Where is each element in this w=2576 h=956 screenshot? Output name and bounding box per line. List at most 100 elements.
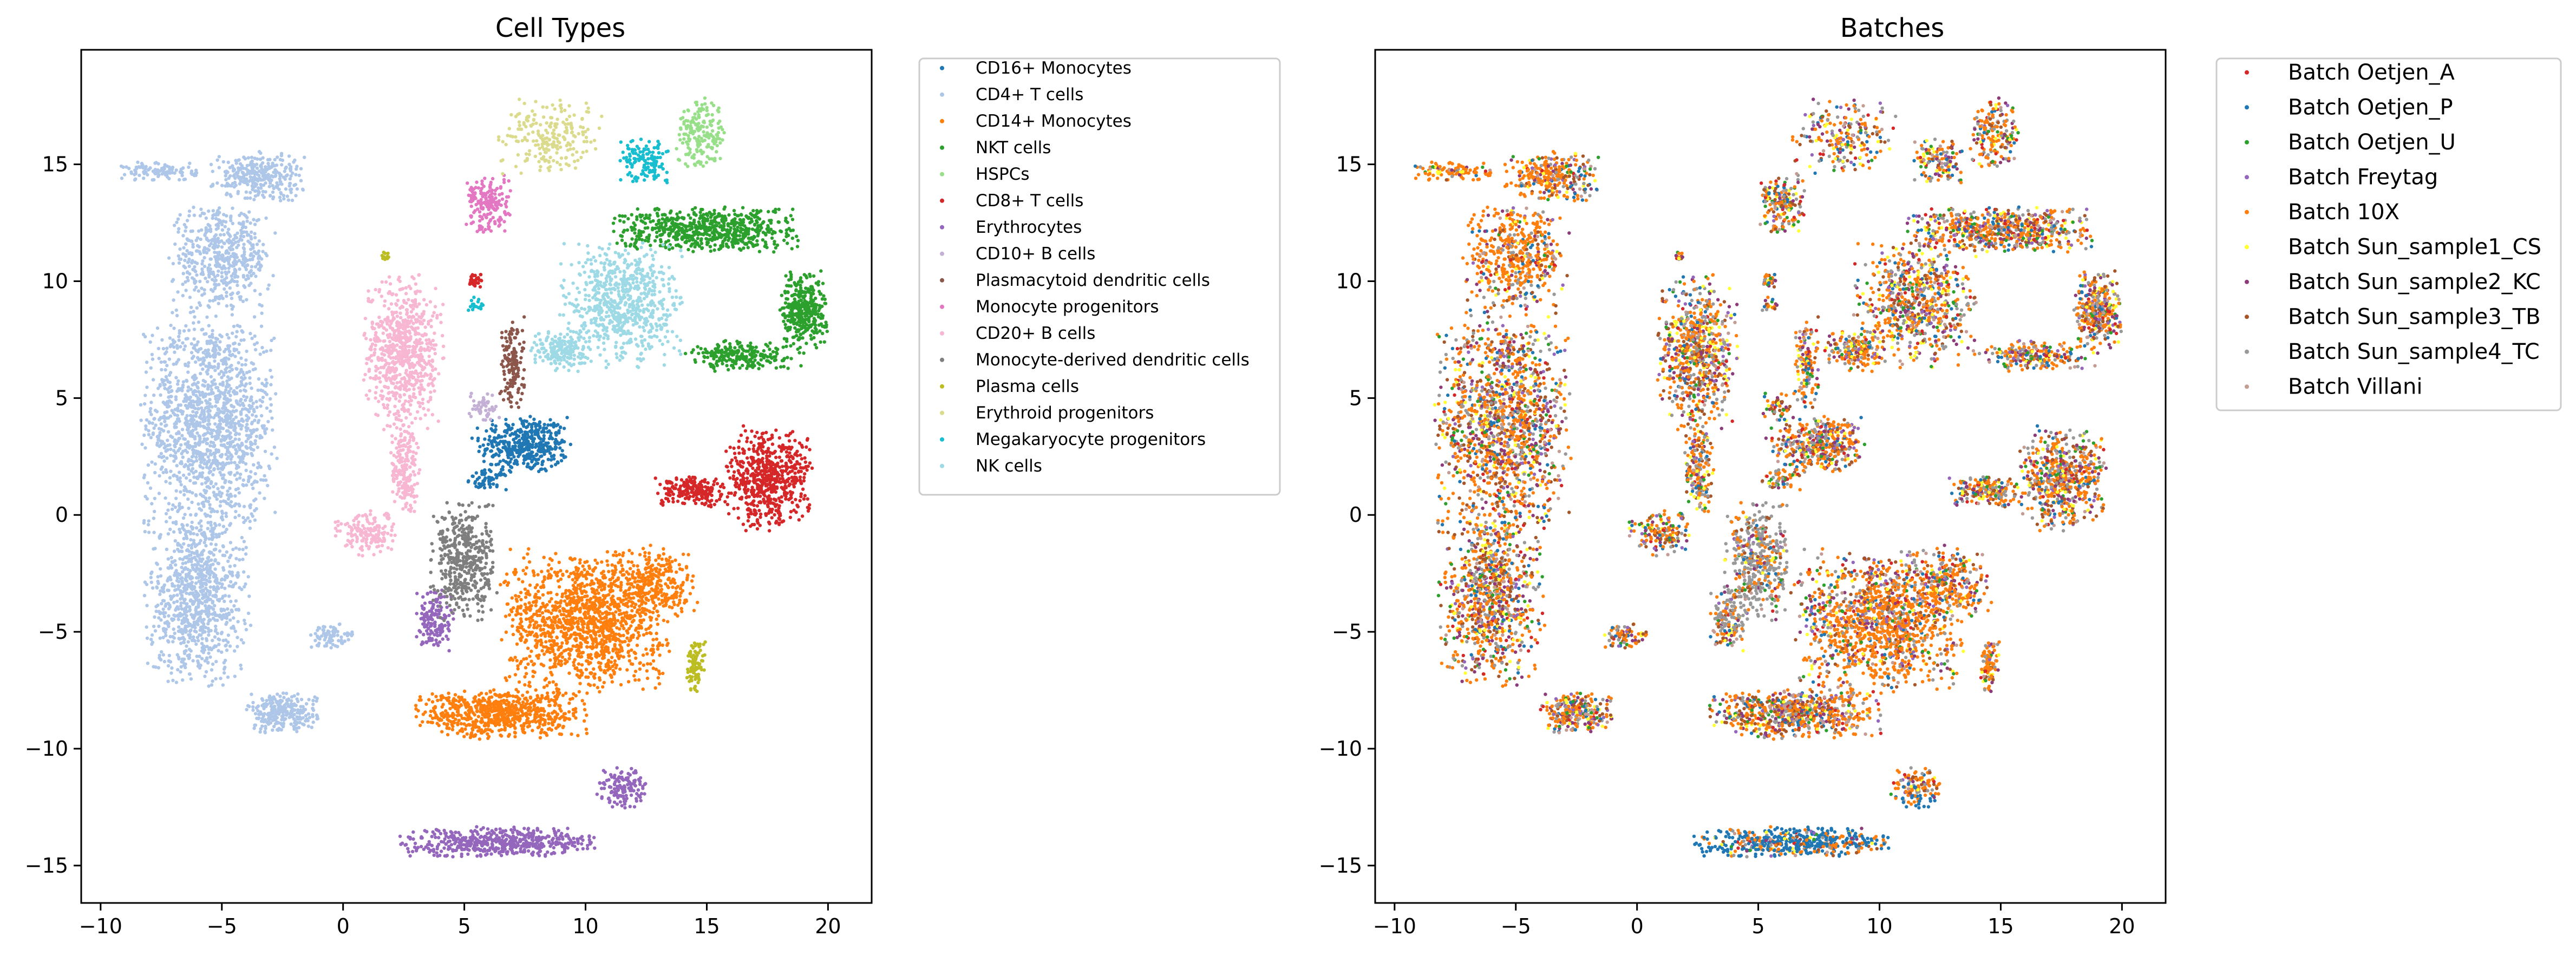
- scatter-point: [237, 351, 241, 355]
- scatter-point: [217, 362, 220, 366]
- scatter-point: [269, 403, 273, 407]
- scatter-point: [237, 547, 241, 551]
- scatter-point: [182, 348, 186, 351]
- scatter-point: [180, 523, 184, 527]
- scatter-point: [181, 473, 186, 477]
- scatter-point: [511, 423, 515, 427]
- scatter-point: [275, 716, 279, 720]
- scatter-point: [548, 451, 552, 455]
- scatter-point: [539, 643, 543, 647]
- scatter-point: [265, 406, 269, 410]
- scatter-point: [504, 474, 507, 477]
- scatter-point: [230, 461, 233, 464]
- scatter-point: [179, 597, 182, 601]
- scatter-point: [278, 195, 282, 199]
- scatter-point: [245, 708, 249, 712]
- scatter-point: [176, 477, 180, 481]
- scatter-point: [627, 548, 631, 553]
- scatter-point: [156, 387, 160, 390]
- scatter-point: [267, 165, 271, 168]
- scatter-point: [172, 298, 175, 302]
- scatter-point: [187, 657, 191, 660]
- scatter-point: [242, 174, 246, 178]
- scatter-point: [176, 379, 180, 383]
- scatter-point: [634, 656, 638, 660]
- scatter-point: [323, 638, 326, 642]
- scatter-point: [182, 400, 186, 403]
- scatter-point: [151, 433, 155, 436]
- scatter-point: [535, 635, 539, 639]
- scatter-point: [216, 407, 220, 411]
- scatter-point: [246, 233, 251, 237]
- scatter-point: [274, 163, 279, 167]
- scatter-point: [242, 388, 246, 392]
- scatter-point: [238, 473, 243, 476]
- scatter-point: [206, 556, 210, 560]
- scatter-point: [216, 273, 220, 277]
- scatter-point: [250, 387, 253, 390]
- scatter-point: [540, 467, 544, 471]
- scatter-point: [215, 431, 219, 435]
- scatter-point: [285, 173, 289, 177]
- scatter-point: [223, 287, 226, 291]
- scatter-point: [172, 627, 175, 631]
- scatter-point: [251, 514, 254, 518]
- scatter-point: [199, 207, 203, 211]
- scatter-point: [161, 599, 165, 603]
- scatter-point: [153, 470, 157, 475]
- scatter-point: [162, 415, 166, 418]
- scatter-point: [215, 254, 219, 259]
- scatter-point: [550, 597, 553, 601]
- scatter-point: [239, 369, 243, 373]
- scatter-point: [528, 632, 533, 637]
- scatter-point: [565, 416, 569, 420]
- scatter-point: [214, 542, 218, 547]
- scatter-point: [190, 543, 194, 547]
- scatter-point: [230, 241, 234, 245]
- scatter-point: [256, 193, 260, 197]
- scatter-point: [592, 595, 596, 599]
- scatter-point: [202, 246, 207, 250]
- scatter-point: [242, 373, 246, 377]
- scatter-point: [531, 670, 535, 673]
- scatter-point: [253, 265, 258, 269]
- scatter-point: [158, 431, 162, 435]
- scatter-point: [202, 415, 206, 418]
- scatter-point: [207, 572, 211, 576]
- scatter-point: [165, 346, 169, 350]
- scatter-point: [198, 616, 201, 620]
- scatter-point: [223, 599, 226, 604]
- scatter-point: [168, 443, 172, 447]
- scatter-point: [524, 666, 528, 670]
- scatter-point: [208, 431, 212, 435]
- scatter-point: [200, 286, 204, 290]
- scatter-point: [191, 410, 195, 414]
- scatter-point: [233, 461, 237, 464]
- scatter-point: [585, 583, 589, 587]
- scatter-point: [618, 667, 622, 671]
- scatter-point: [173, 505, 178, 509]
- scatter-point: [194, 455, 198, 459]
- scatter-point: [176, 430, 181, 434]
- scatter-point: [315, 699, 318, 703]
- scatter-point: [546, 624, 550, 627]
- scatter-point: [258, 730, 262, 734]
- scatter-point: [475, 426, 479, 430]
- scatter-point: [589, 634, 593, 638]
- scatter-point: [150, 352, 154, 357]
- scatter-point: [176, 230, 180, 234]
- scatter-point: [285, 194, 289, 198]
- scatter-point: [213, 414, 218, 417]
- scatter-point: [249, 399, 252, 403]
- scatter-point: [274, 710, 278, 713]
- scatter-point: [524, 638, 528, 642]
- scatter-point: [154, 605, 158, 608]
- scatter-point: [156, 346, 161, 350]
- scatter-point: [249, 221, 252, 225]
- scatter-point: [248, 519, 252, 523]
- scatter-point: [151, 178, 154, 182]
- scatter-point: [218, 392, 222, 397]
- scatter-point: [166, 639, 170, 643]
- scatter-point: [587, 566, 592, 571]
- scatter-point: [526, 552, 529, 556]
